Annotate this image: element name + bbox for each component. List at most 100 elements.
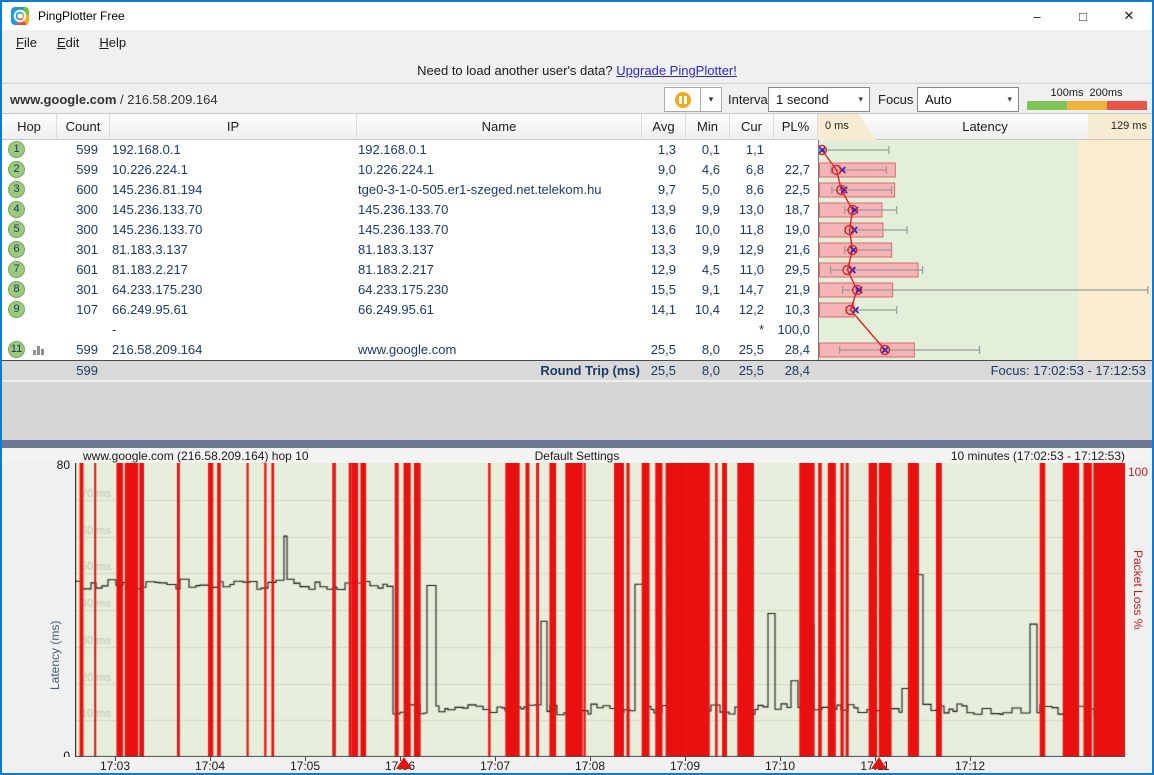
cell-count: 300 [55,220,98,240]
menu-bar: FileEditHelp [2,30,1152,56]
hop-row-unresponsive-10[interactable]: - * 100,0 [2,320,818,340]
time-label-1704: 17:04 [185,759,235,773]
col-pl[interactable]: PL% [774,114,818,140]
col-hop[interactable]: Hop [2,114,57,140]
cell-ip: 66.249.95.61 [112,300,354,320]
target-ip: / 216.58.209.164 [116,92,217,107]
cell-avg: 25,5 [640,340,676,360]
cell-cur: 12,9 [728,240,764,260]
col-latency-graph[interactable]: Latency 0 ms 129 ms [818,114,1152,140]
timeline-graph[interactable] [75,463,1125,757]
hop-row-2[interactable]: 259910.226.224.110.226.224.19,04,66,822,… [2,160,818,180]
cell-name: tge0-3-1-0-505.er1-szeged.net.telekom.hu [358,180,638,200]
chevron-down-icon: ▾ [709,94,714,104]
cell-count: 107 [55,300,98,320]
cell-ip: 216.58.209.164 [112,340,354,360]
cell-count: 301 [55,240,98,260]
legend-color-segment [1107,101,1147,110]
cell-cur: 12,2 [728,300,764,320]
menu-help[interactable]: Help [89,30,136,56]
route-change-marker-icon [871,757,887,769]
interval-select[interactable]: 1 second ▾ [768,87,870,112]
pane-splitter[interactable] [2,440,1152,448]
maximize-button[interactable]: □ [1060,2,1106,30]
legend-100ms-label: 100ms [1045,87,1089,99]
cell-min: 8,0 [684,340,720,360]
cell-min: 0,1 [684,140,720,160]
pause-button[interactable] [664,87,701,112]
interval-label: Interval [728,92,771,107]
col-count[interactable]: Count [57,114,110,140]
cell-count: 599 [55,140,98,160]
hop-number-badge: 4 [8,201,25,218]
col-cur[interactable]: Cur [730,114,774,140]
cell-name: 81.183.3.137 [358,240,638,260]
cell-name: 145.236.133.70 [358,220,638,240]
cell-cur: 14,7 [728,280,764,300]
cell-pl: 18,7 [772,200,810,220]
col-avg[interactable]: Avg [642,114,686,140]
cell-ip: 81.183.2.217 [112,260,354,280]
cell-count: 300 [55,200,98,220]
cell-ip: 10.226.224.1 [112,160,354,180]
cell-pl: 21,6 [772,240,810,260]
hop-number-badge: 5 [8,221,25,238]
cell-avg: 1,3 [640,140,676,160]
hop-row-11[interactable]: 11599216.58.209.164www.google.com25,58,0… [2,340,818,360]
hop-row-1[interactable]: 1599192.168.0.1192.168.0.11,30,11,1 [2,140,818,160]
cell-pl: 22,5 [772,180,810,200]
minimize-button[interactable]: – [1014,2,1060,30]
focus-select[interactable]: Auto ▾ [917,87,1019,112]
round-trip-row: 599 Round Trip (ms) 25,5 8,0 25,5 28,4 F… [2,360,1152,381]
hop-latency-graph[interactable] [818,140,1152,360]
cell-pl: 100,0 [772,320,810,340]
cell-pl: 22,7 [772,160,810,180]
cell-avg: 9,0 [640,160,676,180]
hop-row-4[interactable]: 4300145.236.133.70145.236.133.7013,99,91… [2,200,818,220]
cell-avg: 13,3 [640,240,676,260]
col-ip[interactable]: IP [110,114,357,140]
latency-color-scale [1027,101,1147,110]
cell-cur: 1,1 [728,140,764,160]
time-label-1710: 17:10 [755,759,805,773]
col-min[interactable]: Min [686,114,730,140]
cell-pl: 29,5 [772,260,810,280]
cell-ip: 145.236.133.70 [112,200,354,220]
hop-row-5[interactable]: 5300145.236.133.70145.236.133.7013,610,0… [2,220,818,240]
menu-edit[interactable]: Edit [47,30,89,56]
cell-pl: 19,0 [772,220,810,240]
cell-cur: 11,8 [728,220,764,240]
menu-file[interactable]: File [6,30,47,56]
cell-ip: - [112,320,354,340]
cell-min: 4,5 [684,260,720,280]
time-label-1712: 17:12 [945,759,995,773]
hop-row-8[interactable]: 830164.233.175.23064.233.175.23015,59,11… [2,280,818,300]
time-label-1708: 17:08 [565,759,615,773]
cell-name: 66.249.95.61 [358,300,638,320]
upgrade-link[interactable]: Upgrade PingPlotter! [616,63,737,78]
hop-row-7[interactable]: 760181.183.2.21781.183.2.21712,94,511,02… [2,260,818,280]
hop-row-3[interactable]: 3600145.236.81.194tge0-3-1-0-505.er1-sze… [2,180,818,200]
hop-row-9[interactable]: 910766.249.95.6166.249.95.6114,110,412,2… [2,300,818,320]
cell-count: 601 [55,260,98,280]
hop-row-6[interactable]: 630181.183.3.13781.183.3.13713,39,912,92… [2,240,818,260]
latency-scale-max: 129 ms [1088,114,1152,139]
cell-count: 599 [55,160,98,180]
cell-avg: 15,5 [640,280,676,300]
roundtrip-cur: 25,5 [728,361,764,380]
cell-count: 599 [55,340,98,360]
hop-number-badge: 11 [8,341,25,358]
cell-name: 64.233.175.230 [358,280,638,300]
hop-number-badge: 3 [8,181,25,198]
cell-name: 145.236.133.70 [358,200,638,220]
col-name[interactable]: Name [357,114,642,140]
timeline-settings-label: Default Settings [535,449,620,463]
pause-dropdown-arrow[interactable]: ▾ [701,87,722,112]
latency-scale-min: 0 ms [825,114,849,139]
cell-avg [640,320,676,340]
interval-value: 1 second [776,92,829,107]
close-button[interactable]: ✕ [1106,2,1152,30]
cell-cur: * [728,320,764,340]
cell-avg: 12,9 [640,260,676,280]
cell-name [358,320,638,340]
